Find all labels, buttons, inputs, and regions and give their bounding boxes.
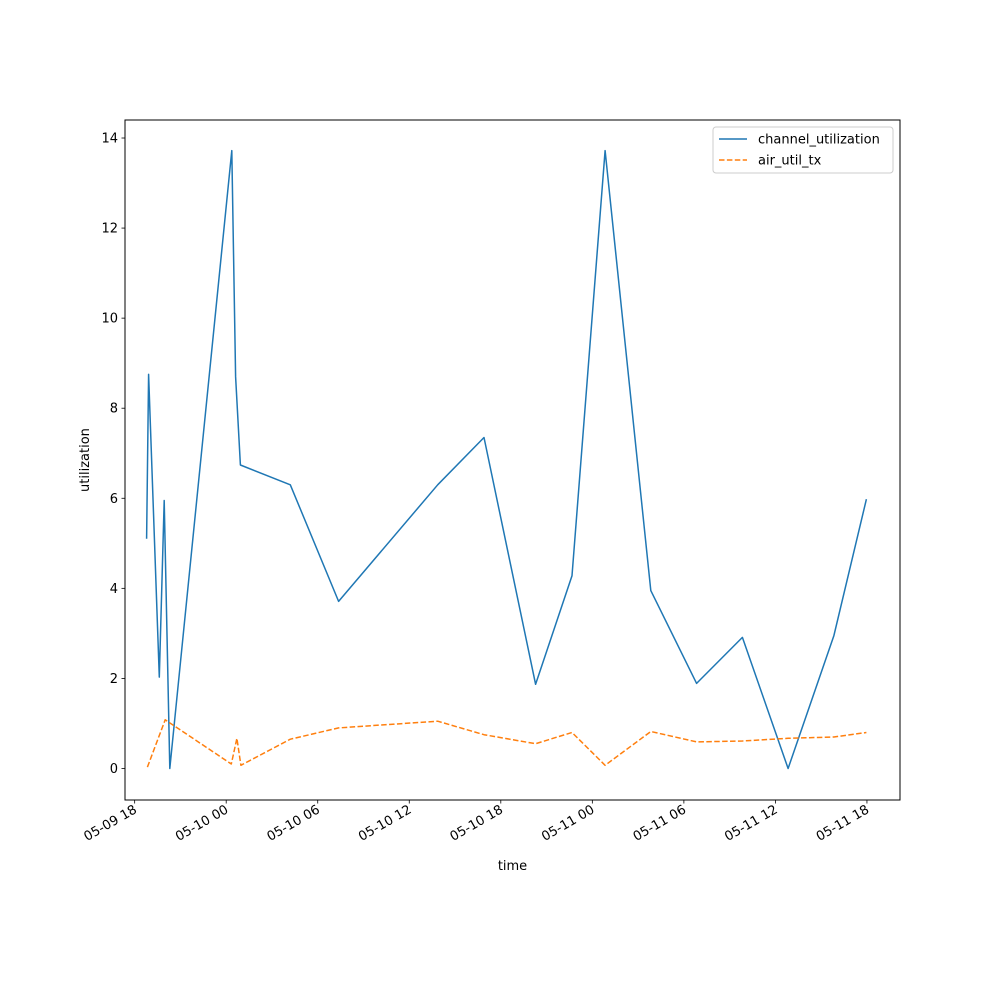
- series-line-air_util_tx: [146, 719, 867, 768]
- x-axis-label: time: [498, 859, 527, 874]
- legend-label-air_util_tx: air_util_tx: [758, 154, 822, 169]
- legend-label-channel_utilization: channel_utilization: [758, 133, 880, 148]
- y-tick-label: 6: [110, 492, 118, 507]
- y-tick-label: 10: [101, 312, 118, 327]
- y-tick-label: 0: [110, 762, 118, 777]
- series-layer: [145, 149, 868, 770]
- y-tick-label: 4: [110, 582, 118, 597]
- y-tick-label: 8: [110, 402, 118, 417]
- plot-frame: [124, 119, 901, 801]
- y-tick-label: 12: [101, 222, 118, 237]
- y-tick-label: 2: [110, 672, 118, 687]
- legend: channel_utilization air_util_tx: [712, 126, 894, 174]
- y-tick-label: 14: [101, 132, 118, 147]
- y-axis-label: utilization: [78, 428, 93, 492]
- series-line-channel_utilization: [145, 149, 868, 770]
- legend-box: [712, 126, 894, 174]
